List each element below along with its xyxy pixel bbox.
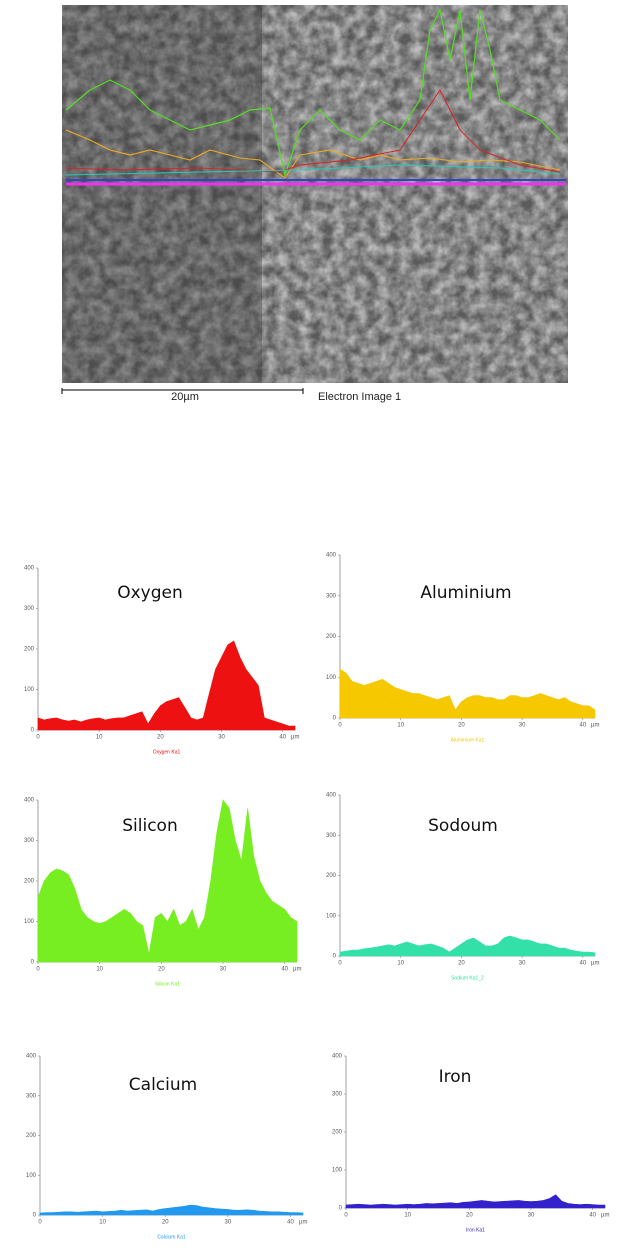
x-tick-label: 0 — [344, 1213, 348, 1219]
x-tick-label: 40 — [589, 1213, 596, 1219]
x-tick-label: 0 — [36, 735, 40, 741]
scale-bar — [61, 388, 304, 394]
y-tick-label: 300 — [326, 833, 337, 839]
x-axis-label: µm — [601, 1213, 609, 1219]
profile-area — [345, 1194, 606, 1209]
chart-title: Oxygen — [117, 583, 183, 603]
y-tick-label: 300 — [26, 1093, 37, 1099]
y-tick-label: 100 — [26, 1173, 37, 1179]
x-tick-label: 0 — [38, 1220, 42, 1226]
profile-area — [339, 668, 596, 719]
y-tick-label: 200 — [326, 873, 337, 879]
y-tick-label: 100 — [24, 919, 35, 925]
y-tick-label: 100 — [332, 1168, 343, 1174]
y-tick-label: 300 — [24, 606, 35, 612]
x-tick-label: 40 — [279, 735, 286, 741]
x-axis-label: µm — [299, 1220, 307, 1226]
y-tick-label: 100 — [326, 913, 337, 919]
y-tick-label: 300 — [332, 1092, 343, 1098]
x-axis-label: µm — [291, 735, 299, 741]
profile-area — [37, 799, 298, 963]
chart-title: Calcium — [129, 1075, 197, 1095]
x-tick-label: 10 — [404, 1213, 411, 1219]
chart-title: Silicon — [122, 816, 177, 836]
x-tick-label: 20 — [157, 735, 164, 741]
y-tick-label: 0 — [333, 716, 337, 722]
y-tick-label: 200 — [26, 1133, 37, 1139]
y-tick-label: 0 — [339, 1206, 343, 1212]
y-tick-label: 200 — [24, 647, 35, 653]
series-label: Aluminium Ka1 — [451, 737, 485, 743]
x-tick-label: 30 — [225, 1220, 232, 1226]
x-tick-label: 10 — [96, 967, 103, 973]
y-tick-label: 400 — [26, 1054, 37, 1060]
y-tick-label: 300 — [24, 838, 35, 844]
x-tick-label: 20 — [458, 723, 465, 729]
sem-image — [62, 5, 568, 383]
x-axis-label: µm — [293, 967, 301, 973]
x-tick-label: 30 — [218, 735, 225, 741]
chart-title: Sodoum — [428, 816, 498, 836]
y-tick-label: 200 — [326, 634, 337, 640]
series-label: Iron Ka1 — [466, 1227, 485, 1233]
x-tick-label: 40 — [580, 723, 587, 729]
y-tick-label: 300 — [326, 593, 337, 599]
x-tick-label: 10 — [99, 1220, 106, 1226]
y-tick-label: 100 — [326, 675, 337, 681]
x-tick-label: 20 — [466, 1213, 473, 1219]
x-axis-label: µm — [591, 723, 599, 729]
x-axis-label: µm — [591, 961, 599, 967]
y-tick-label: 400 — [326, 553, 337, 559]
y-tick-label: 0 — [31, 960, 35, 966]
x-tick-label: 20 — [158, 967, 165, 973]
x-tick-label: 30 — [519, 723, 526, 729]
series-label: Calcium Ka1 — [157, 1234, 186, 1240]
profile-area — [37, 640, 296, 731]
x-tick-label: 10 — [96, 735, 103, 741]
y-tick-label: 400 — [24, 798, 35, 804]
x-tick-label: 20 — [162, 1220, 169, 1226]
chart-title: Iron — [439, 1067, 472, 1087]
series-label: Silicon Ka1 — [155, 981, 180, 987]
x-tick-label: 20 — [458, 961, 465, 967]
chart-title: Aluminium — [420, 583, 511, 603]
y-tick-label: 100 — [24, 687, 35, 693]
x-tick-label: 0 — [36, 967, 40, 973]
x-tick-label: 10 — [397, 723, 404, 729]
y-tick-label: 0 — [333, 954, 337, 960]
image-caption: Electron Image 1 — [318, 391, 401, 403]
series-label: Sodium Ka1_2 — [451, 975, 484, 981]
x-tick-label: 40 — [287, 1220, 294, 1226]
x-tick-label: 30 — [220, 967, 227, 973]
y-tick-label: 400 — [332, 1054, 343, 1060]
x-tick-label: 30 — [519, 961, 526, 967]
x-tick-label: 0 — [338, 723, 342, 729]
y-tick-label: 200 — [332, 1130, 343, 1136]
x-tick-label: 40 — [281, 967, 288, 973]
profile-area — [339, 935, 596, 957]
scale-label: 20µm — [171, 391, 199, 403]
y-tick-label: 200 — [24, 879, 35, 885]
y-tick-label: 0 — [31, 728, 35, 734]
series-label: Oxygen Ka1 — [153, 749, 181, 755]
y-tick-label: 400 — [326, 793, 337, 799]
x-tick-label: 10 — [397, 961, 404, 967]
y-tick-label: 0 — [33, 1213, 37, 1219]
y-tick-label: 400 — [24, 566, 35, 572]
profile-area — [39, 1204, 304, 1216]
x-tick-label: 0 — [338, 961, 342, 967]
x-tick-label: 30 — [528, 1213, 535, 1219]
x-tick-label: 40 — [580, 961, 587, 967]
